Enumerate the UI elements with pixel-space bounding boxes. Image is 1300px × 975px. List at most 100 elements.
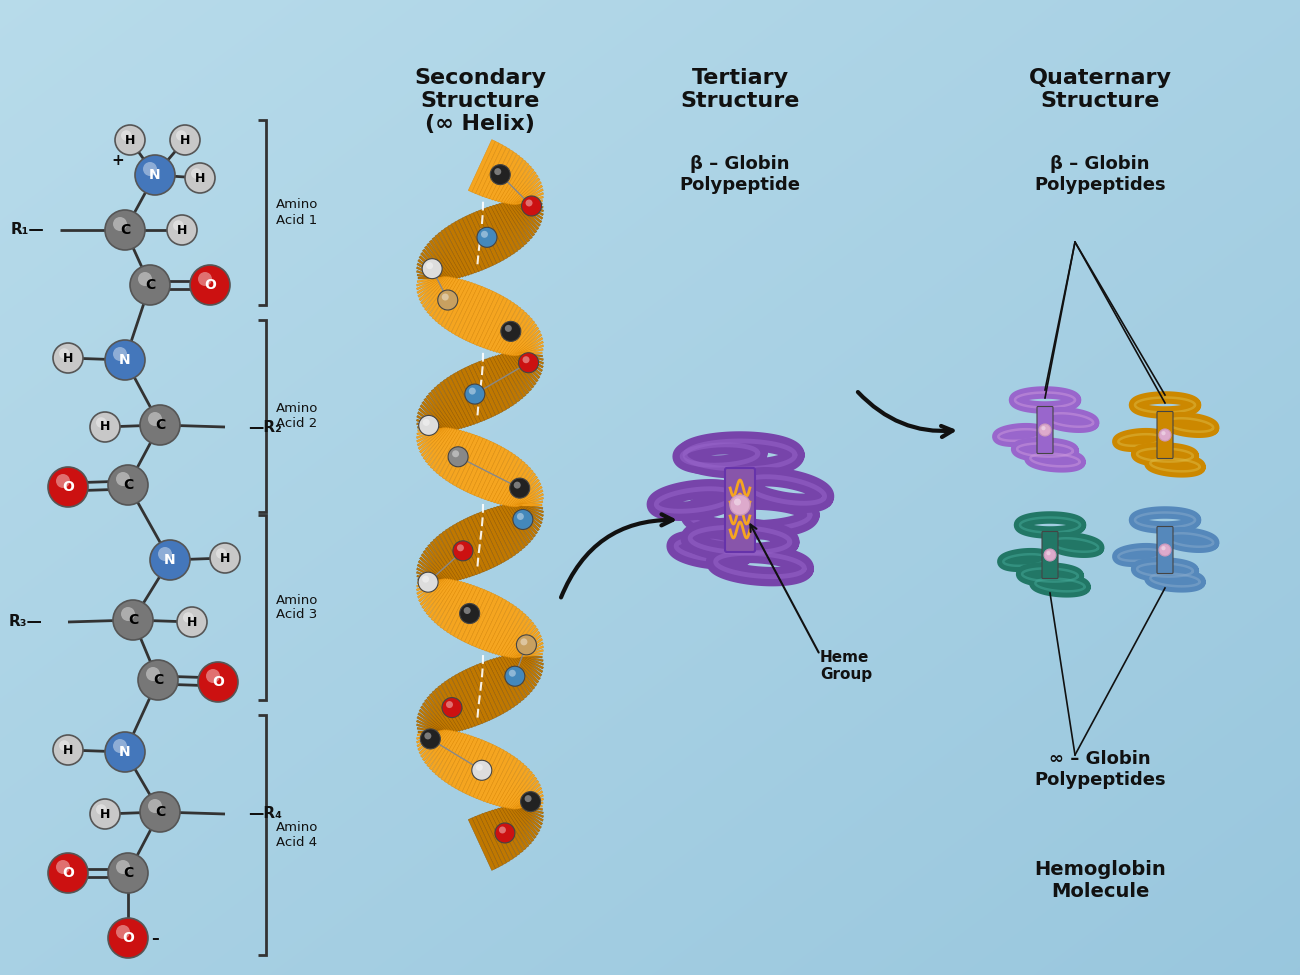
Polygon shape <box>477 295 504 347</box>
Polygon shape <box>428 544 455 582</box>
Circle shape <box>422 419 430 426</box>
Circle shape <box>205 669 220 683</box>
Polygon shape <box>511 327 540 356</box>
Polygon shape <box>486 811 514 860</box>
Polygon shape <box>507 352 534 388</box>
Polygon shape <box>512 631 540 658</box>
Circle shape <box>472 760 491 780</box>
Circle shape <box>1041 426 1045 430</box>
Circle shape <box>116 472 130 486</box>
Polygon shape <box>437 581 464 626</box>
Polygon shape <box>419 408 446 432</box>
FancyBboxPatch shape <box>1043 531 1058 578</box>
Polygon shape <box>490 658 517 706</box>
Polygon shape <box>520 497 543 506</box>
Circle shape <box>211 543 240 573</box>
Polygon shape <box>462 670 489 722</box>
Polygon shape <box>417 276 445 297</box>
Polygon shape <box>507 169 534 205</box>
Text: N: N <box>120 353 131 367</box>
Polygon shape <box>439 381 467 428</box>
Polygon shape <box>436 430 463 475</box>
Polygon shape <box>468 139 495 192</box>
Polygon shape <box>421 427 448 456</box>
Polygon shape <box>502 806 529 847</box>
Polygon shape <box>419 578 446 602</box>
Circle shape <box>1160 429 1171 441</box>
Text: β – Globin
Polypeptides: β – Globin Polypeptides <box>1035 155 1166 194</box>
Circle shape <box>460 604 480 624</box>
Polygon shape <box>520 353 543 361</box>
Circle shape <box>419 572 438 592</box>
Polygon shape <box>433 538 460 581</box>
Polygon shape <box>422 550 451 582</box>
Polygon shape <box>480 813 507 865</box>
Circle shape <box>190 265 230 305</box>
FancyBboxPatch shape <box>725 468 755 552</box>
Polygon shape <box>512 479 540 507</box>
Polygon shape <box>425 730 452 764</box>
Circle shape <box>495 823 515 843</box>
Polygon shape <box>469 666 497 719</box>
Polygon shape <box>521 200 542 204</box>
Circle shape <box>426 262 433 269</box>
Polygon shape <box>416 419 442 431</box>
Polygon shape <box>467 442 494 493</box>
Polygon shape <box>515 486 542 507</box>
Polygon shape <box>519 353 543 365</box>
Circle shape <box>521 196 542 216</box>
Text: C: C <box>155 805 165 819</box>
Polygon shape <box>436 732 463 776</box>
Polygon shape <box>519 345 543 355</box>
Polygon shape <box>515 654 542 677</box>
Text: H: H <box>195 172 205 184</box>
Polygon shape <box>429 277 456 317</box>
Polygon shape <box>515 181 542 205</box>
Polygon shape <box>498 461 525 505</box>
Polygon shape <box>469 213 497 265</box>
Circle shape <box>1161 546 1166 550</box>
Polygon shape <box>465 214 493 267</box>
Polygon shape <box>484 661 511 711</box>
Polygon shape <box>504 770 533 808</box>
Circle shape <box>108 853 148 893</box>
Polygon shape <box>417 731 439 736</box>
Polygon shape <box>517 493 543 506</box>
Polygon shape <box>490 205 517 253</box>
Polygon shape <box>514 784 541 809</box>
Circle shape <box>130 265 170 305</box>
Circle shape <box>113 347 127 361</box>
Circle shape <box>419 415 438 436</box>
Circle shape <box>198 662 238 702</box>
Polygon shape <box>512 352 540 378</box>
Text: β – Globin
Polypeptide: β – Globin Polypeptide <box>680 155 801 194</box>
Polygon shape <box>447 224 474 274</box>
Polygon shape <box>439 533 467 579</box>
Polygon shape <box>432 690 459 732</box>
Polygon shape <box>482 359 510 410</box>
Polygon shape <box>482 812 510 863</box>
Polygon shape <box>507 321 534 356</box>
Polygon shape <box>510 654 537 686</box>
Circle shape <box>53 343 83 373</box>
Polygon shape <box>517 805 543 821</box>
Polygon shape <box>433 429 460 472</box>
Polygon shape <box>417 713 445 733</box>
Polygon shape <box>438 232 465 277</box>
Text: C: C <box>144 278 155 292</box>
Polygon shape <box>497 762 524 806</box>
Polygon shape <box>512 805 540 832</box>
Polygon shape <box>447 678 474 727</box>
Polygon shape <box>504 317 533 355</box>
Text: O: O <box>62 480 74 494</box>
Polygon shape <box>517 504 543 517</box>
Polygon shape <box>517 795 543 808</box>
Polygon shape <box>417 429 438 431</box>
Polygon shape <box>511 175 538 205</box>
Text: Heme
Group: Heme Group <box>820 650 872 682</box>
Polygon shape <box>517 188 543 205</box>
Circle shape <box>500 322 521 341</box>
Polygon shape <box>507 805 534 841</box>
Polygon shape <box>520 801 543 808</box>
Polygon shape <box>429 730 456 770</box>
